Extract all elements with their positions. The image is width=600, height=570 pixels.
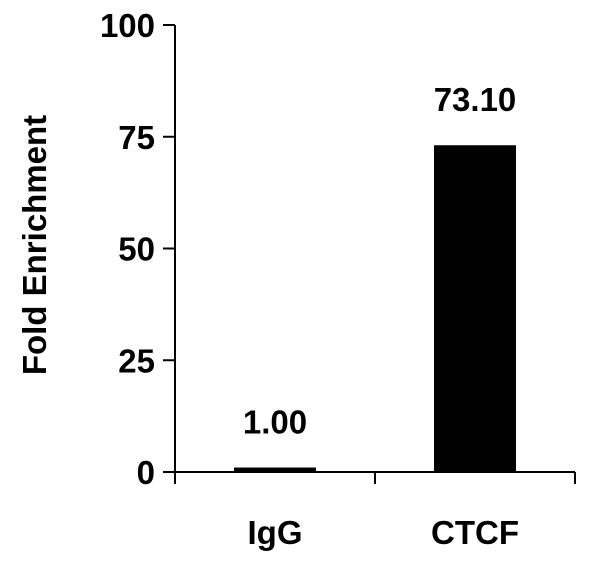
x-tick-label: IgG — [248, 514, 303, 551]
y-tick-label: 75 — [118, 119, 155, 156]
y-tick-label: 50 — [118, 231, 155, 268]
bar — [234, 467, 316, 472]
y-tick-label: 100 — [100, 7, 155, 44]
y-tick-label: 25 — [118, 342, 155, 379]
data-label: 73.10 — [434, 81, 517, 118]
data-label: 1.00 — [243, 404, 307, 441]
y-tick-label: 0 — [137, 454, 155, 491]
plot-area: 0 25 50 75 100 1.00 IgG 73.10 CTCF — [100, 7, 576, 551]
y-axis-title: Fold Enrichment — [16, 115, 53, 375]
x-tick-label: CTCF — [431, 514, 519, 551]
bar — [434, 145, 516, 473]
